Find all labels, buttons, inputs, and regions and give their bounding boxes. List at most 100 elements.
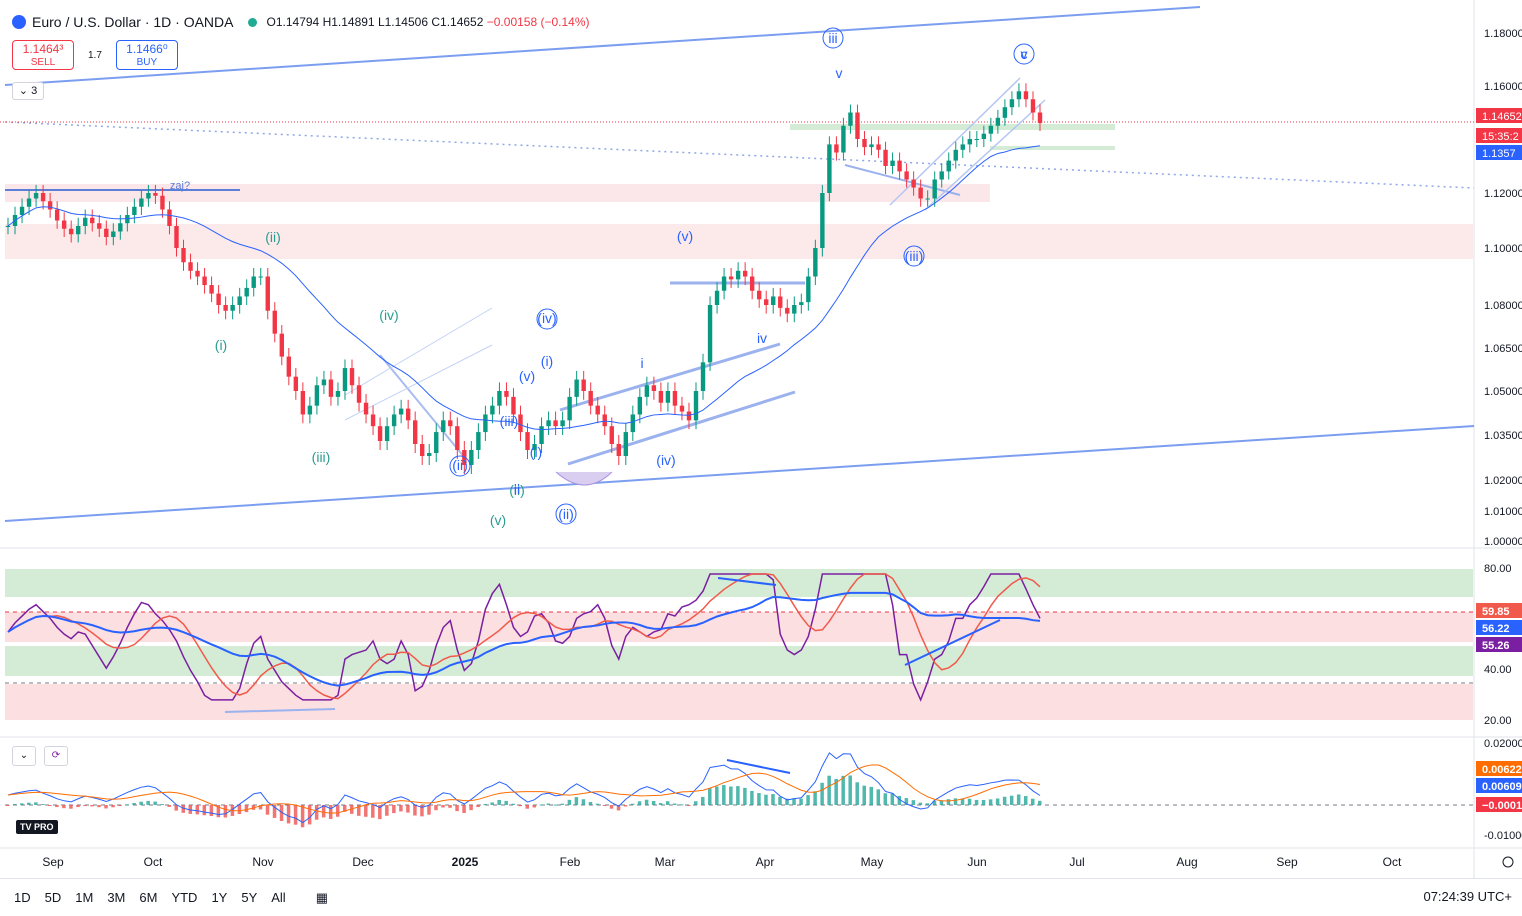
candle-body bbox=[153, 193, 158, 196]
green-zone bbox=[990, 146, 1115, 150]
macd-histogram-bar bbox=[595, 803, 600, 805]
macd-histogram-bar bbox=[1009, 795, 1014, 805]
divergence-line bbox=[904, 619, 1001, 666]
period-3m[interactable]: 3M bbox=[107, 890, 126, 905]
change-value: −0.00158 (−0.14%) bbox=[486, 15, 590, 29]
calendar-icon[interactable]: ▦ bbox=[315, 889, 328, 905]
candle-body bbox=[279, 333, 284, 357]
candle-body bbox=[925, 198, 930, 200]
buy-button[interactable]: 1.1466⁰ BUY bbox=[115, 40, 178, 70]
candle-body bbox=[862, 139, 867, 148]
symbol-title[interactable]: Euro / U.S. Dollar · 1D · OANDA bbox=[32, 14, 234, 30]
candle-body bbox=[349, 368, 355, 386]
macd-badge bbox=[1476, 797, 1522, 812]
candle-body bbox=[377, 426, 383, 441]
price-badge bbox=[1476, 108, 1522, 123]
macd-histogram-bar bbox=[602, 805, 607, 806]
rsi-tick-label: 40.00 bbox=[1484, 664, 1512, 676]
candle-body bbox=[469, 450, 474, 465]
macd-histogram-bar bbox=[946, 799, 951, 805]
price-tick-label: 1.08000 bbox=[1484, 300, 1522, 312]
price-tick-label: 1.12000 bbox=[1484, 188, 1522, 200]
candle-body bbox=[300, 391, 306, 415]
rsi-badge-text: 59.85 bbox=[1482, 606, 1510, 618]
macd-histogram-bar bbox=[834, 778, 838, 805]
macd-histogram-bar bbox=[729, 786, 733, 805]
period-1d[interactable]: 1D bbox=[14, 890, 31, 905]
candle-body bbox=[932, 179, 937, 199]
candle-body bbox=[876, 144, 881, 150]
candle-body bbox=[370, 414, 376, 427]
wave-label: (ii) bbox=[509, 482, 525, 498]
symbol-logo-icon bbox=[12, 15, 26, 29]
period-ytd[interactable]: YTD bbox=[171, 890, 198, 905]
macd-histogram-bar bbox=[967, 798, 972, 805]
rsi-zone bbox=[5, 569, 1473, 597]
period-1m[interactable]: 1M bbox=[75, 890, 94, 905]
macd-histogram-bar bbox=[265, 805, 270, 815]
candle-body bbox=[54, 209, 60, 221]
macd-histogram-bar bbox=[953, 798, 958, 805]
macd-histogram-bar bbox=[890, 793, 895, 805]
wave-label: (v) bbox=[490, 512, 506, 528]
candle-body bbox=[560, 420, 565, 427]
wave-label: ii bbox=[514, 481, 520, 497]
candle-body bbox=[911, 179, 916, 188]
macd-histogram-bar bbox=[988, 799, 993, 805]
rsi-zone bbox=[5, 684, 1473, 720]
period-6m[interactable]: 6M bbox=[139, 890, 158, 905]
wave-label: (iv) bbox=[379, 307, 398, 323]
macd-histogram-bar bbox=[939, 800, 944, 805]
macd-histogram-bar bbox=[995, 798, 1000, 805]
candle-body bbox=[749, 276, 755, 291]
macd-histogram-bar bbox=[202, 805, 207, 816]
wave-label: (ii) bbox=[265, 229, 281, 245]
period-1y[interactable]: 1Y bbox=[211, 890, 228, 905]
wave-label: (iii) bbox=[905, 248, 924, 264]
candle-body bbox=[497, 391, 502, 406]
macd-histogram-bar bbox=[686, 805, 691, 806]
sell-button[interactable]: 1.1464³ SELL bbox=[12, 40, 74, 70]
macd-collapse-button[interactable]: ⌄ bbox=[12, 746, 36, 766]
period-5y[interactable]: 5Y bbox=[241, 890, 258, 905]
price-badge bbox=[1476, 145, 1522, 160]
candle-body bbox=[735, 270, 741, 280]
candle-body bbox=[363, 402, 369, 415]
time-tick-label: Apr bbox=[756, 855, 775, 869]
wave-label: (i) bbox=[530, 444, 542, 460]
indicators-collapse-button[interactable]: ⌄ 3 bbox=[12, 82, 44, 100]
macd-histogram-bar bbox=[841, 775, 845, 805]
candle-body bbox=[441, 420, 446, 433]
macd-histogram-bar bbox=[897, 795, 902, 805]
macd-badge-text: 0.00622 bbox=[1482, 764, 1522, 776]
macd-histogram-bar bbox=[244, 805, 249, 813]
macd-histogram-bar bbox=[76, 805, 80, 808]
candle-body bbox=[869, 144, 874, 148]
rsi-average-line bbox=[7, 591, 1041, 687]
channel-line bbox=[924, 99, 1046, 211]
candle-body bbox=[974, 139, 980, 140]
macd-histogram-bar bbox=[876, 789, 881, 805]
trendline bbox=[379, 354, 466, 459]
candle-body bbox=[532, 444, 537, 450]
macd-histogram-bar bbox=[413, 805, 417, 816]
period-5d[interactable]: 5D bbox=[44, 890, 62, 905]
macd-tick-label: -0.01000 bbox=[1484, 830, 1522, 842]
buy-price: 1.1466⁰ bbox=[126, 42, 168, 56]
macd-histogram-bar bbox=[792, 798, 796, 805]
macd-histogram-bar bbox=[644, 799, 649, 805]
macd-histogram-bar bbox=[637, 801, 642, 805]
candle-body bbox=[995, 117, 1001, 126]
candle-body bbox=[602, 414, 607, 427]
trade-panel: 1.1464³ SELL 1.7 1.1466⁰ BUY bbox=[12, 40, 178, 70]
macd-histogram-bar bbox=[342, 805, 347, 812]
candle-body bbox=[595, 405, 600, 415]
macd-histogram-bar bbox=[357, 805, 361, 816]
refresh-icon[interactable]: ⟳ bbox=[44, 746, 68, 766]
macd-histogram-bar bbox=[609, 805, 614, 809]
candle-body bbox=[693, 391, 699, 421]
candle-body bbox=[40, 193, 46, 202]
period-all[interactable]: All bbox=[271, 890, 286, 905]
macd-badge bbox=[1476, 778, 1522, 793]
